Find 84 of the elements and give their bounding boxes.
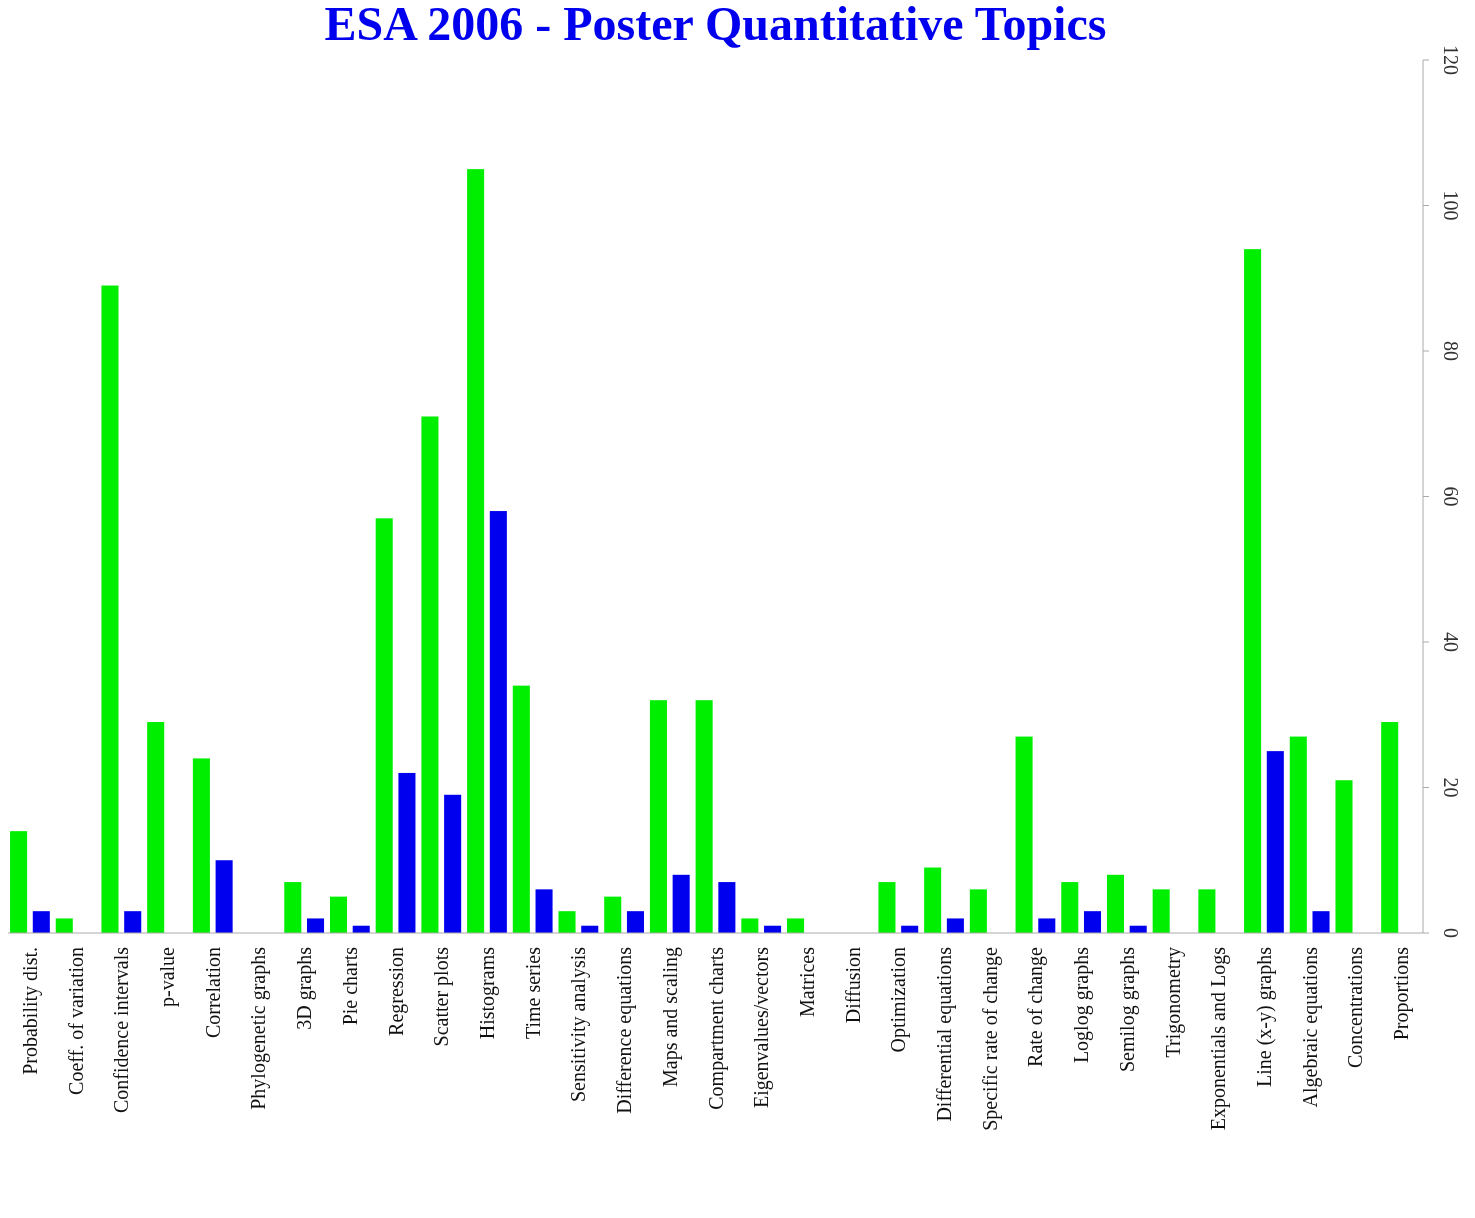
- x-tick-label: Rate of change: [1024, 946, 1048, 1067]
- x-tick-label: Proportions: [1390, 946, 1414, 1041]
- bar: [672, 874, 690, 933]
- x-tick-label: Coeff. of variation: [64, 947, 87, 1095]
- y-tick-label: 0: [1440, 928, 1462, 938]
- x-tick-label: Trigonometry: [1161, 947, 1185, 1058]
- x-tick-label: Compartment charts: [704, 946, 728, 1110]
- bar: [10, 831, 28, 933]
- bar: [878, 882, 896, 933]
- bar: [1381, 722, 1399, 933]
- bar: [101, 285, 119, 933]
- x-tick-label: Scatter plots: [430, 946, 454, 1047]
- y-tick-label: 60: [1440, 486, 1462, 507]
- bar: [215, 860, 233, 933]
- bar: [924, 867, 942, 933]
- bar: [1289, 736, 1307, 933]
- bar: [604, 896, 622, 933]
- x-tick-label: Matrices: [795, 946, 818, 1017]
- bar: [375, 518, 393, 933]
- x-tick-label: Optimization: [887, 947, 911, 1053]
- bar: [1152, 889, 1170, 933]
- x-tick-label: Exponentials and Logs: [1207, 946, 1231, 1131]
- x-tick-label: Confidence intervals: [110, 946, 133, 1114]
- bar: [741, 918, 759, 933]
- bar: [558, 911, 576, 933]
- bar: [969, 889, 987, 933]
- bar: [444, 794, 462, 933]
- bar: [1061, 882, 1079, 933]
- bar: [1266, 751, 1284, 933]
- x-tick-label: Concentrations: [1344, 946, 1367, 1069]
- bar: [124, 911, 142, 933]
- bar: [512, 685, 530, 933]
- bar: [1244, 249, 1262, 933]
- y-tick-label: 120: [1440, 45, 1462, 75]
- bar: [1106, 874, 1124, 933]
- bar: [284, 882, 302, 933]
- x-tick-label: Line (x-y) graphs: [1252, 946, 1276, 1087]
- x-tick-label: Histograms: [475, 946, 499, 1040]
- bar: [1312, 911, 1330, 933]
- bar: [649, 700, 667, 933]
- bar: [1015, 736, 1033, 933]
- x-tick-label: p-value: [156, 946, 180, 1007]
- bar: [147, 722, 165, 933]
- bar: [1198, 889, 1216, 933]
- bar: [718, 882, 736, 933]
- y-tick-label: 100: [1440, 190, 1462, 221]
- bar: [1083, 911, 1102, 933]
- y-tick-label: 20: [1440, 777, 1462, 798]
- bar: [695, 700, 713, 933]
- x-tick-label: Specific rate of change: [978, 946, 1002, 1131]
- x-tick-label: Algebraic equations: [1298, 946, 1322, 1108]
- x-tick-label: Phylogenetic graphs: [247, 946, 271, 1110]
- bar: [55, 918, 73, 933]
- x-tick-label: Eigenvalues/vectors: [750, 946, 774, 1109]
- bar: [32, 911, 50, 933]
- bar: [398, 772, 416, 933]
- bar: [421, 416, 439, 933]
- x-tick-label: Loglog graphs: [1070, 946, 1094, 1064]
- bar: [192, 758, 210, 933]
- x-tick-label: Maps and scaling: [658, 947, 682, 1087]
- x-tick-label: Correlation: [201, 947, 224, 1039]
- bar: [787, 918, 805, 933]
- x-tick-label: Semilog graphs: [1115, 946, 1139, 1072]
- bar: [307, 918, 325, 933]
- x-tick-label: Probability dist.: [18, 947, 42, 1075]
- bar: [1335, 780, 1353, 933]
- bar: [626, 911, 644, 933]
- y-tick-label: 40: [1440, 632, 1462, 652]
- x-tick-label: Differential equations: [933, 946, 957, 1122]
- bar: [1038, 918, 1056, 933]
- chart-title: ESA 2006 - Poster Quantitative Topics: [324, 0, 1107, 50]
- bar: [489, 511, 507, 933]
- bar: [946, 918, 964, 933]
- bar: [535, 889, 553, 933]
- x-tick-label: Difference equations: [613, 946, 637, 1114]
- bar: [467, 169, 485, 933]
- x-tick-label: Time series: [521, 946, 544, 1040]
- x-tick-label: Regression: [384, 947, 408, 1036]
- bar: [329, 896, 348, 933]
- x-tick-label: Pie charts: [338, 946, 361, 1026]
- y-tick-label: 80: [1440, 341, 1462, 361]
- x-tick-label: Diffusion: [841, 947, 864, 1024]
- x-tick-label: Sensitivity analysis: [567, 946, 591, 1102]
- x-tick-label: 3D graphs: [293, 946, 317, 1030]
